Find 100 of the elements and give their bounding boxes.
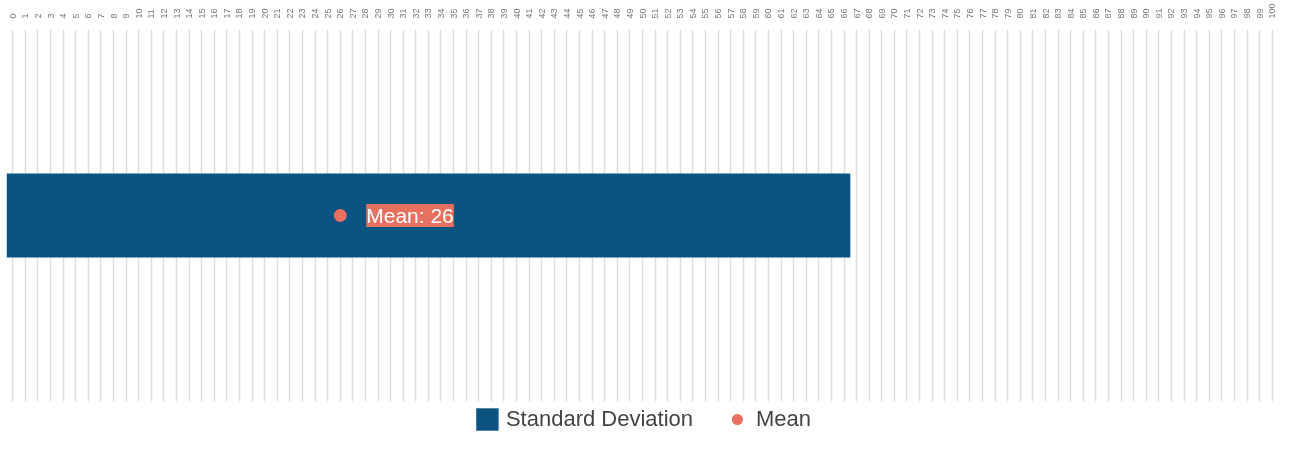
- x-tick-label: 24: [310, 8, 321, 19]
- x-tick-label: 3: [45, 13, 56, 19]
- x-tick-label: 71: [901, 8, 912, 19]
- legend-label: Mean: [756, 406, 812, 432]
- x-tick-label: 43: [549, 8, 560, 19]
- x-tick-label: 64: [813, 8, 824, 19]
- x-tick-label: 66: [839, 8, 849, 19]
- x-tick-label: 11: [146, 9, 157, 19]
- x-tick-label: 16: [209, 8, 220, 19]
- x-tick-label: 22: [284, 8, 295, 19]
- x-tick-label: 28: [360, 8, 371, 19]
- x-tick-label: 35: [448, 8, 459, 19]
- x-tick-label: 45: [574, 8, 585, 19]
- x-tick-label: 8: [108, 13, 119, 19]
- x-tick-label: 57: [725, 8, 736, 19]
- x-tick-label: 18: [234, 8, 245, 19]
- x-tick-label: 88: [1116, 8, 1127, 19]
- x-tick-label: 41: [524, 8, 535, 19]
- x-tick-label: 33: [423, 8, 434, 19]
- x-tick-label: 42: [536, 8, 547, 19]
- x-tick-label: 56: [713, 8, 724, 19]
- x-tick-label: 36: [461, 8, 472, 19]
- x-tick-label: 19: [247, 8, 258, 19]
- x-tick-label: 32: [410, 8, 421, 19]
- x-tick-label: 85: [1078, 8, 1089, 19]
- x-tick-label: 74: [939, 8, 950, 19]
- x-tick-label: 100: [1267, 3, 1278, 19]
- x-tick-label: 44: [561, 8, 572, 19]
- x-tick-label: 29: [373, 8, 384, 19]
- x-tick-label: 21: [272, 8, 283, 19]
- x-tick-label: 94: [1191, 8, 1202, 19]
- x-tick-label: 72: [914, 8, 925, 19]
- x-tick-label: 51: [650, 8, 661, 19]
- x-tick-label: 40: [511, 8, 522, 19]
- x-tick-label: 25: [322, 8, 333, 19]
- x-tick-label: 77: [977, 8, 988, 19]
- x-tick-label: 90: [1141, 8, 1152, 19]
- x-tick-label: 46: [587, 8, 598, 19]
- x-tick-label: 6: [83, 13, 94, 19]
- x-tick-label: 86: [1090, 8, 1101, 19]
- x-tick-label: 5: [70, 13, 81, 19]
- x-tick-label: 52: [662, 8, 673, 19]
- x-tick-label: 26: [335, 8, 346, 19]
- x-tick-label: 75: [952, 8, 963, 19]
- x-tick-label: 20: [259, 8, 270, 19]
- x-tick-label: 48: [612, 8, 623, 19]
- x-tick-label: 0: [7, 13, 18, 19]
- x-tick-label: 99: [1254, 8, 1265, 19]
- x-tick-label: 27: [347, 8, 358, 19]
- x-tick-label: 58: [738, 8, 749, 19]
- x-tick-label: 68: [864, 8, 875, 19]
- x-tick-label: 54: [687, 8, 698, 19]
- x-tick-label: 34: [436, 8, 446, 19]
- x-tick-label: 15: [196, 8, 207, 19]
- legend-label: Standard Deviation: [505, 406, 694, 432]
- x-tick-label: 23: [297, 8, 308, 19]
- x-tick-label: 59: [750, 8, 761, 19]
- x-tick-label: 1: [20, 13, 31, 19]
- x-tick-label: 39: [498, 8, 509, 19]
- x-tick-label: 95: [1204, 8, 1215, 19]
- x-tick-label: 76: [964, 8, 975, 19]
- x-tick-label: 10: [133, 8, 144, 19]
- x-tick-label: 62: [788, 8, 799, 19]
- x-tick-label: 38: [486, 8, 497, 19]
- x-tick-label: 93: [1179, 8, 1190, 19]
- x-tick-label: 13: [171, 8, 182, 19]
- x-tick-label: 89: [1128, 8, 1139, 19]
- x-tick-label: 63: [801, 8, 812, 19]
- x-tick-label: 12: [158, 8, 169, 19]
- x-tick-label: 30: [385, 8, 396, 19]
- x-tick-label: 31: [398, 8, 409, 19]
- x-tick-label: 9: [121, 13, 132, 19]
- x-tick-label: 53: [675, 8, 686, 19]
- x-tick-label: 70: [889, 8, 900, 19]
- x-tick-label: 17: [221, 8, 232, 19]
- x-tick-label: 92: [1166, 8, 1177, 19]
- x-tick-label: 82: [1040, 8, 1051, 19]
- x-tick-label: 4: [58, 13, 69, 19]
- x-tick-label: 7: [95, 13, 106, 19]
- x-tick-label: 49: [624, 8, 635, 19]
- x-tick-label: 83: [1053, 8, 1064, 19]
- x-tick-label: 67: [851, 8, 862, 19]
- x-tick-label: 73: [927, 8, 938, 19]
- x-tick-label: 97: [1229, 8, 1240, 19]
- x-tick-label: 14: [184, 8, 195, 19]
- x-tick-label: 47: [599, 8, 610, 19]
- x-tick-label: 61: [776, 8, 787, 19]
- x-tick-label: 55: [700, 8, 711, 19]
- x-tick-label: 81: [1027, 8, 1038, 19]
- x-tick-label: 91: [1153, 8, 1164, 19]
- x-tick-label: 79: [1002, 8, 1013, 19]
- x-tick-label: 84: [1065, 8, 1076, 19]
- x-tick-label: 96: [1216, 8, 1227, 19]
- x-tick-label: 37: [473, 8, 484, 19]
- x-tick-label: 69: [876, 8, 887, 19]
- annotation: Mean: 26: [366, 204, 454, 227]
- x-tick-label: 2: [32, 13, 43, 19]
- x-tick-label: 87: [1103, 8, 1114, 19]
- x-tick-label: 80: [1015, 8, 1026, 19]
- x-tick-label: 78: [990, 8, 1001, 19]
